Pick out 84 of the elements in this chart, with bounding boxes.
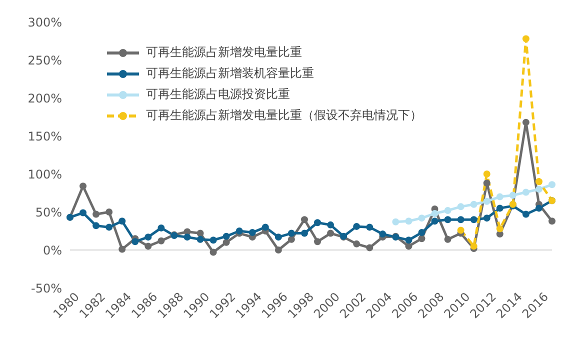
- point: [248, 229, 256, 236]
- point: [184, 234, 191, 241]
- point: [535, 186, 542, 193]
- point: [210, 236, 217, 244]
- point: [457, 216, 464, 224]
- point: [496, 225, 504, 232]
- point: [535, 204, 542, 212]
- y-tick-label: -50%: [30, 281, 62, 296]
- y-tick-label: 250%: [28, 53, 62, 68]
- point: [522, 118, 530, 126]
- point: [457, 226, 464, 234]
- y-tick-label: 150%: [28, 129, 62, 144]
- point: [158, 237, 165, 244]
- point: [483, 198, 490, 205]
- point: [535, 178, 542, 186]
- y-tick-label: 300%: [28, 15, 62, 30]
- point: [288, 230, 295, 237]
- point: [444, 236, 452, 243]
- point: [405, 242, 412, 250]
- point: [106, 224, 113, 231]
- point: [353, 240, 360, 248]
- point: [405, 236, 412, 244]
- point: [522, 210, 530, 218]
- point: [274, 246, 282, 254]
- point: [300, 216, 308, 224]
- point: [106, 208, 113, 216]
- point: [262, 224, 269, 231]
- point: [132, 238, 139, 246]
- legend-label: 可再生能源占新增装机容量比重: [146, 65, 314, 82]
- point: [496, 193, 504, 200]
- point: [118, 218, 126, 225]
- point: [80, 182, 87, 190]
- point: [327, 230, 334, 237]
- y-tick-label: 50%: [35, 205, 62, 220]
- point: [118, 246, 126, 253]
- point: [418, 214, 426, 222]
- point: [210, 248, 217, 256]
- point: [483, 214, 490, 222]
- point: [418, 235, 426, 242]
- point: [431, 210, 438, 218]
- point: [288, 236, 295, 243]
- point: [300, 230, 308, 237]
- point: [236, 228, 243, 234]
- point: [353, 222, 360, 230]
- point: [431, 218, 438, 225]
- point: [392, 218, 400, 226]
- point: [457, 203, 464, 210]
- point: [379, 230, 386, 238]
- point: [327, 221, 334, 228]
- point: [483, 170, 490, 178]
- point: [548, 181, 556, 188]
- point: [418, 229, 426, 236]
- legend-label: 可再生能源占电源投资比重: [146, 86, 290, 103]
- point: [509, 192, 516, 199]
- point: [522, 188, 530, 196]
- point: [92, 210, 100, 218]
- point: [470, 216, 478, 224]
- point: [470, 200, 478, 208]
- y-tick-label: 0%: [42, 243, 62, 258]
- point: [196, 230, 204, 237]
- point: [548, 218, 556, 225]
- legend-label: 可再生能源占新增发电量比重（假设不弃电情况下）: [146, 107, 422, 124]
- point: [444, 216, 452, 224]
- point: [222, 238, 230, 246]
- y-tick-label: 200%: [28, 91, 62, 106]
- point: [405, 218, 412, 225]
- point: [483, 180, 490, 187]
- point: [274, 234, 282, 241]
- legend-label: 可再生能源占新增发电量比重: [146, 44, 302, 61]
- point: [522, 35, 530, 42]
- point: [80, 209, 87, 216]
- point: [496, 204, 504, 212]
- point: [144, 242, 152, 250]
- point: [444, 206, 452, 214]
- point: [366, 244, 374, 252]
- point: [314, 238, 322, 246]
- point: [144, 234, 152, 241]
- point: [158, 224, 165, 232]
- point: [222, 232, 230, 240]
- point: [196, 236, 204, 243]
- y-tick-label: 100%: [28, 167, 62, 182]
- point: [92, 222, 100, 230]
- point: [366, 224, 374, 231]
- point: [314, 219, 322, 226]
